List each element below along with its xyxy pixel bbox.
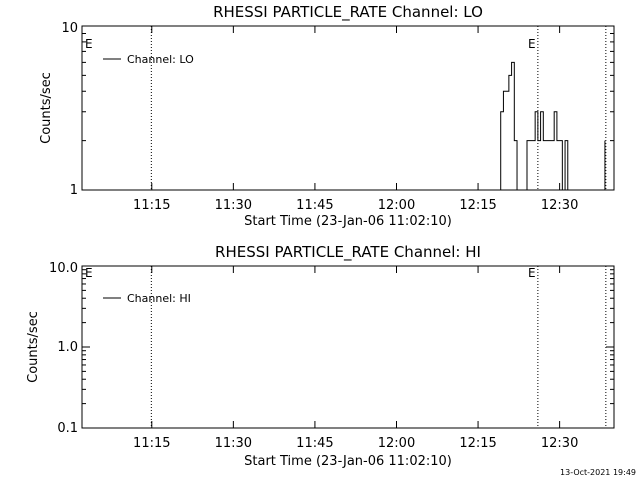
hi-event-marker-end: E [528, 266, 536, 280]
lo-x-axis-label: Start Time (23-Jan-06 11:02:10) [244, 214, 452, 229]
lo-x-tick-label-3: 12:00 [378, 198, 415, 213]
hi-y-tick-label-10.0: 10.0 [49, 261, 78, 276]
lo-x-tick-label-0: 11:15 [133, 198, 170, 213]
hi-event-lines [150, 266, 607, 428]
hi-x-axis-label: Start Time (23-Jan-06 11:02:10) [244, 454, 452, 469]
lo-x-tick-label-5: 12:30 [541, 198, 578, 213]
hi-event-marker-start: E [85, 266, 93, 280]
hi-plot-frame [81, 265, 615, 429]
lo-event-lines [150, 26, 607, 190]
lo-x-tick-label-1: 11:30 [215, 198, 252, 213]
hi-x-tick-label-1: 11:30 [215, 436, 252, 451]
lo-y-tick-label-1: 1 [70, 183, 78, 198]
hi-x-tick-label-5: 12:30 [541, 436, 578, 451]
hi-y-tick-label-1.0: 1.0 [57, 340, 78, 355]
hi-chart-title: RHESSI PARTICLE_RATE Channel: HI [215, 243, 481, 262]
lo-x-ticks: 11:15 11:30 11:45 12:00 12:15 12:30 [82, 26, 614, 213]
lo-legend-label: Channel: LO [127, 53, 194, 66]
hi-x-tick-label-0: 11:15 [133, 436, 170, 451]
lo-channel-panel: RHESSI PARTICLE_RATE Channel: LO Counts/… [39, 3, 615, 229]
generated-timestamp: 13-Oct-2021 19:49 [560, 468, 636, 477]
hi-x-ticks: 11:15 11:30 11:45 12:00 12:15 12:30 [133, 266, 578, 451]
lo-y-axis-label: Counts/sec [39, 72, 54, 144]
lo-plot-frame [81, 25, 615, 191]
lo-series-segment-0-1 [524, 111, 569, 191]
lo-x-tick-label-2: 11:45 [296, 198, 333, 213]
lo-series-segment-0-2 [602, 140, 606, 191]
hi-x-tick-label-2: 11:45 [296, 436, 333, 451]
hi-y-axis-label: Counts/sec [26, 311, 41, 383]
lo-x-tick-label-4: 12:15 [459, 198, 496, 213]
lo-series-segment-0-0 [497, 61, 518, 191]
hi-channel-panel: RHESSI PARTICLE_RATE Channel: HI Counts/… [26, 243, 615, 469]
lo-event-marker-start: E [85, 37, 93, 51]
hi-y-ticks [82, 269, 614, 429]
hi-y-tick-label-0.1: 0.1 [57, 421, 78, 436]
lo-event-marker-end: E [528, 37, 536, 51]
hi-legend-label: Channel: HI [127, 292, 191, 305]
lo-series-line [497, 61, 606, 191]
hi-x-tick-label-3: 12:00 [378, 436, 415, 451]
hi-x-tick-label-4: 12:15 [459, 436, 496, 451]
lo-chart-title: RHESSI PARTICLE_RATE Channel: LO [213, 3, 483, 22]
lo-y-tick-label-10: 10 [61, 21, 78, 36]
